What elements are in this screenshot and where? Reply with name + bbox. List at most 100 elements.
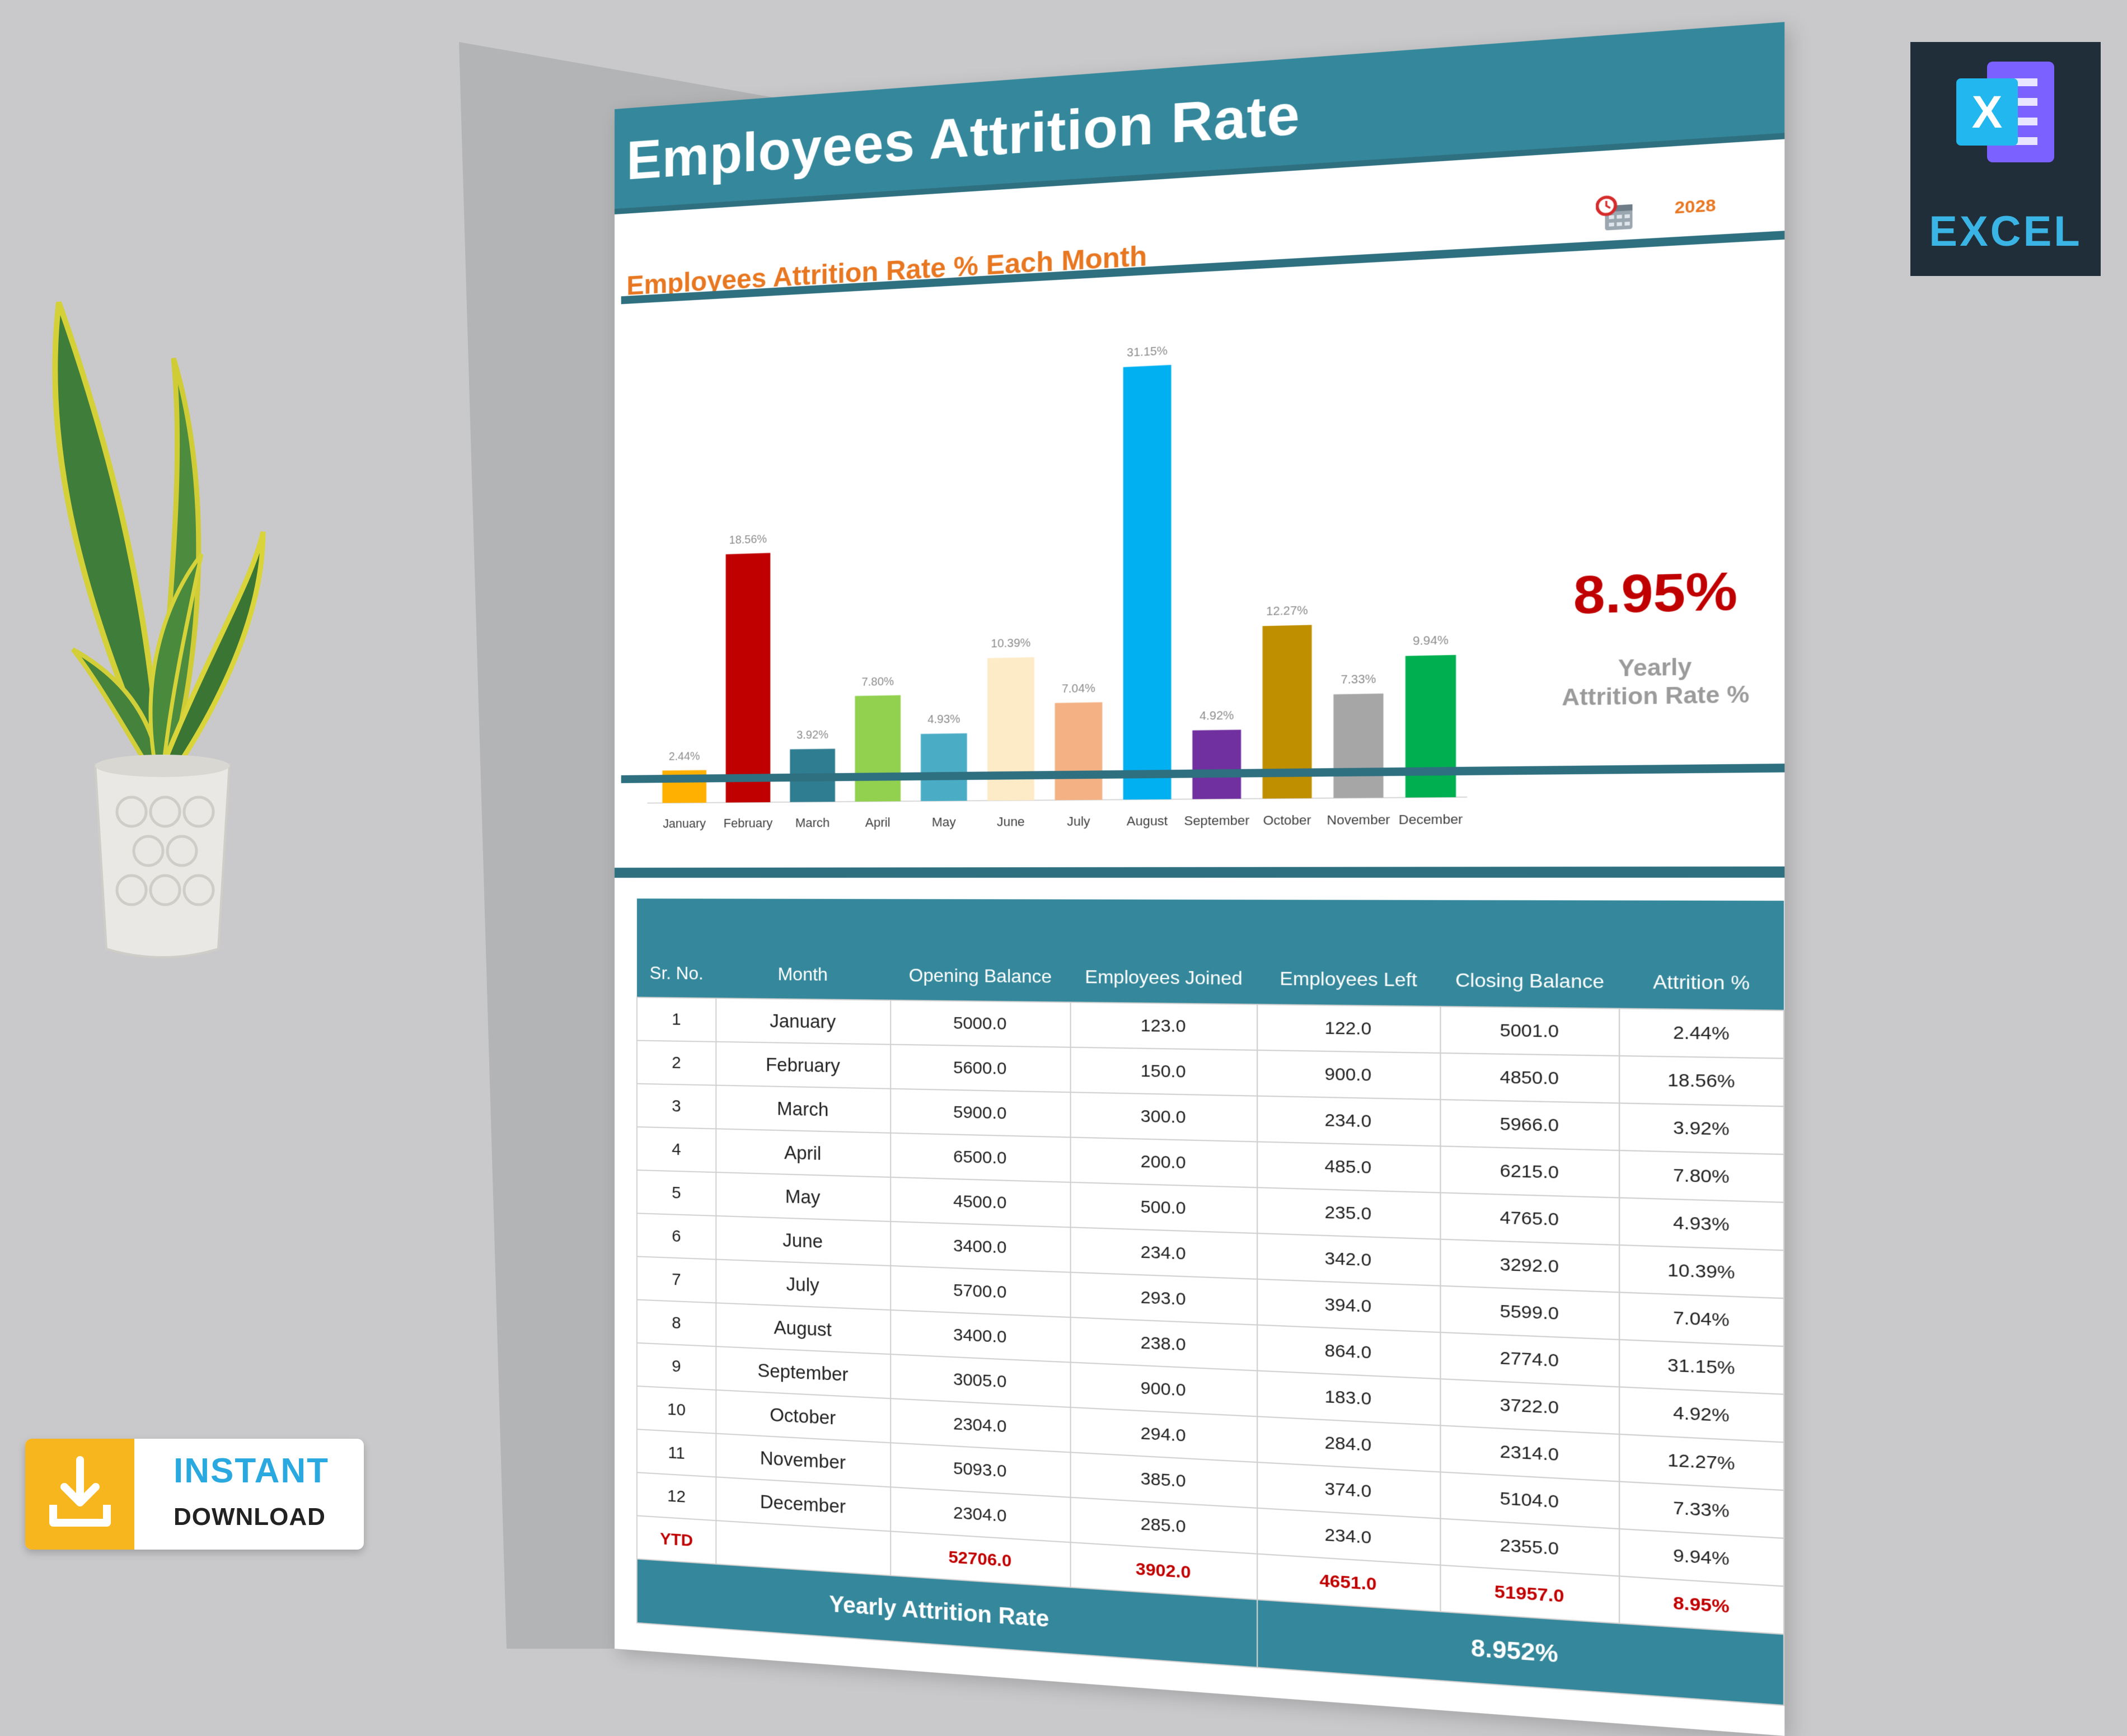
row-attrition: 7.04% [1620, 1292, 1784, 1346]
header-month: Month [716, 899, 891, 1000]
data-label-september: 4.92% [1200, 709, 1234, 723]
tick-label-november: November [1327, 812, 1390, 827]
row-opening: 3400.0 [891, 1222, 1071, 1272]
row-attrition: 3.92% [1620, 1103, 1784, 1155]
year-selector[interactable]: 2028 [1675, 195, 1716, 218]
bar-september [1192, 729, 1241, 799]
row-closing: 2774.0 [1440, 1332, 1619, 1387]
download-label: DOWNLOAD [174, 1503, 326, 1531]
download-tray-icon [25, 1439, 134, 1550]
row-closing: 6215.0 [1440, 1146, 1619, 1197]
excel-label: EXCEL [1910, 207, 2101, 256]
instant-download-badge[interactable]: INSTANT DOWNLOAD [25, 1439, 364, 1550]
row-sr-no: 6 [637, 1213, 716, 1259]
data-label-december: 9.94% [1413, 634, 1449, 648]
row-left: 864.0 [1257, 1325, 1440, 1379]
row-sr-no: 10 [637, 1386, 716, 1434]
row-sr-no: 11 [637, 1429, 716, 1477]
data-label-november: 7.33% [1341, 672, 1376, 686]
excel-letter: X [1972, 87, 2003, 138]
data-label-october: 12.27% [1266, 604, 1308, 619]
row-closing: 5001.0 [1440, 1007, 1619, 1056]
row-left: 900.0 [1257, 1050, 1440, 1099]
row-closing: 5966.0 [1440, 1099, 1619, 1150]
bar-may [921, 733, 967, 801]
header-sr-no: Sr. No. [637, 899, 716, 998]
row-joined: 200.0 [1071, 1138, 1257, 1188]
row-left: 394.0 [1257, 1279, 1440, 1332]
tick-label-december: December [1399, 812, 1463, 827]
row-joined: 150.0 [1071, 1047, 1257, 1096]
row-closing: 4850.0 [1440, 1053, 1619, 1103]
row-sr-no: 7 [637, 1256, 716, 1303]
row-closing: 4765.0 [1440, 1192, 1619, 1245]
row-month: July [716, 1260, 891, 1310]
header-employees-left: Employees Left [1257, 900, 1440, 1007]
potted-plant-illustration [17, 291, 280, 963]
tick-label-september: September [1184, 813, 1249, 828]
row-attrition: 10.39% [1620, 1245, 1784, 1298]
yearly-attrition-label-line2: Attrition Rate % [1544, 680, 1768, 712]
row-left: 183.0 [1257, 1370, 1440, 1425]
tick-label-october: October [1263, 812, 1311, 827]
row-month: June [716, 1216, 891, 1266]
tick-label-may: May [932, 815, 956, 829]
header-closing-balance: Closing Balance [1440, 900, 1619, 1009]
tick-label-march: March [795, 815, 830, 830]
row-sr-no: 5 [637, 1170, 716, 1216]
row-month: March [716, 1085, 891, 1133]
bar-december [1405, 655, 1456, 798]
row-sr-no: 2 [637, 1041, 716, 1085]
tick-label-february: February [724, 816, 773, 830]
row-opening: 5000.0 [891, 1000, 1071, 1047]
row-opening: 6500.0 [891, 1133, 1071, 1182]
row-opening: 4500.0 [891, 1177, 1071, 1227]
row-closing: 3292.0 [1440, 1239, 1619, 1293]
calendar-clock-icon [1596, 193, 1635, 235]
row-month: January [716, 998, 891, 1045]
yearly-attrition-label-line1: Yearly [1544, 652, 1768, 684]
row-month: April [716, 1129, 891, 1177]
row-left: 234.0 [1257, 1096, 1440, 1147]
row-joined: 500.0 [1071, 1182, 1257, 1233]
data-label-march: 3.92% [797, 729, 828, 742]
data-label-february: 18.56% [729, 533, 767, 547]
row-sr-no: 12 [637, 1472, 716, 1520]
row-sr-no: 3 [637, 1084, 716, 1129]
header-attrition-pct: Attrition % [1620, 900, 1784, 1010]
yearly-attrition-value: 8.95% [1550, 559, 1761, 627]
header-opening-balance: Opening Balance [891, 899, 1071, 1002]
row-sr-no: 1 [637, 997, 716, 1041]
yearly-attrition-label: Yearly Attrition Rate % [1544, 652, 1768, 712]
data-label-june: 10.39% [991, 637, 1030, 651]
row-left: 342.0 [1257, 1233, 1440, 1286]
row-month: August [716, 1303, 891, 1354]
tick-label-july: July [1067, 814, 1090, 829]
attrition-table: Sr. No. Month Opening Balance Employees … [636, 899, 1784, 1706]
data-label-august: 31.15% [1127, 344, 1168, 359]
row-opening: 5900.0 [891, 1089, 1071, 1138]
tick-label-january: January [663, 816, 706, 831]
attrition-sheet: Employees Attrition Rate Employees Attri… [615, 22, 1784, 1736]
row-joined: 123.0 [1071, 1002, 1257, 1050]
bar-april [855, 695, 901, 802]
row-month: May [716, 1172, 891, 1222]
row-joined: 300.0 [1071, 1092, 1257, 1141]
row-attrition: 31.15% [1620, 1340, 1784, 1395]
row-sr-no: 4 [637, 1127, 716, 1172]
tick-label-april: April [865, 815, 891, 830]
row-attrition: 12.27% [1620, 1434, 1784, 1490]
row-opening: 5600.0 [891, 1045, 1071, 1092]
tick-label-august: August [1127, 813, 1168, 829]
row-attrition: 4.92% [1620, 1387, 1784, 1442]
header-employees-joined: Employees Joined [1071, 900, 1257, 1005]
row-joined: 234.0 [1071, 1227, 1257, 1279]
row-sr-no: 9 [637, 1343, 716, 1390]
row-closing: 3722.0 [1440, 1379, 1619, 1434]
row-attrition: 4.93% [1620, 1198, 1784, 1251]
bar-august [1123, 365, 1172, 800]
table-header-row: Sr. No. Month Opening Balance Employees … [637, 899, 1784, 1010]
row-attrition: 7.80% [1620, 1150, 1784, 1202]
row-attrition: 2.44% [1620, 1009, 1784, 1059]
data-label-july: 7.04% [1062, 682, 1095, 695]
